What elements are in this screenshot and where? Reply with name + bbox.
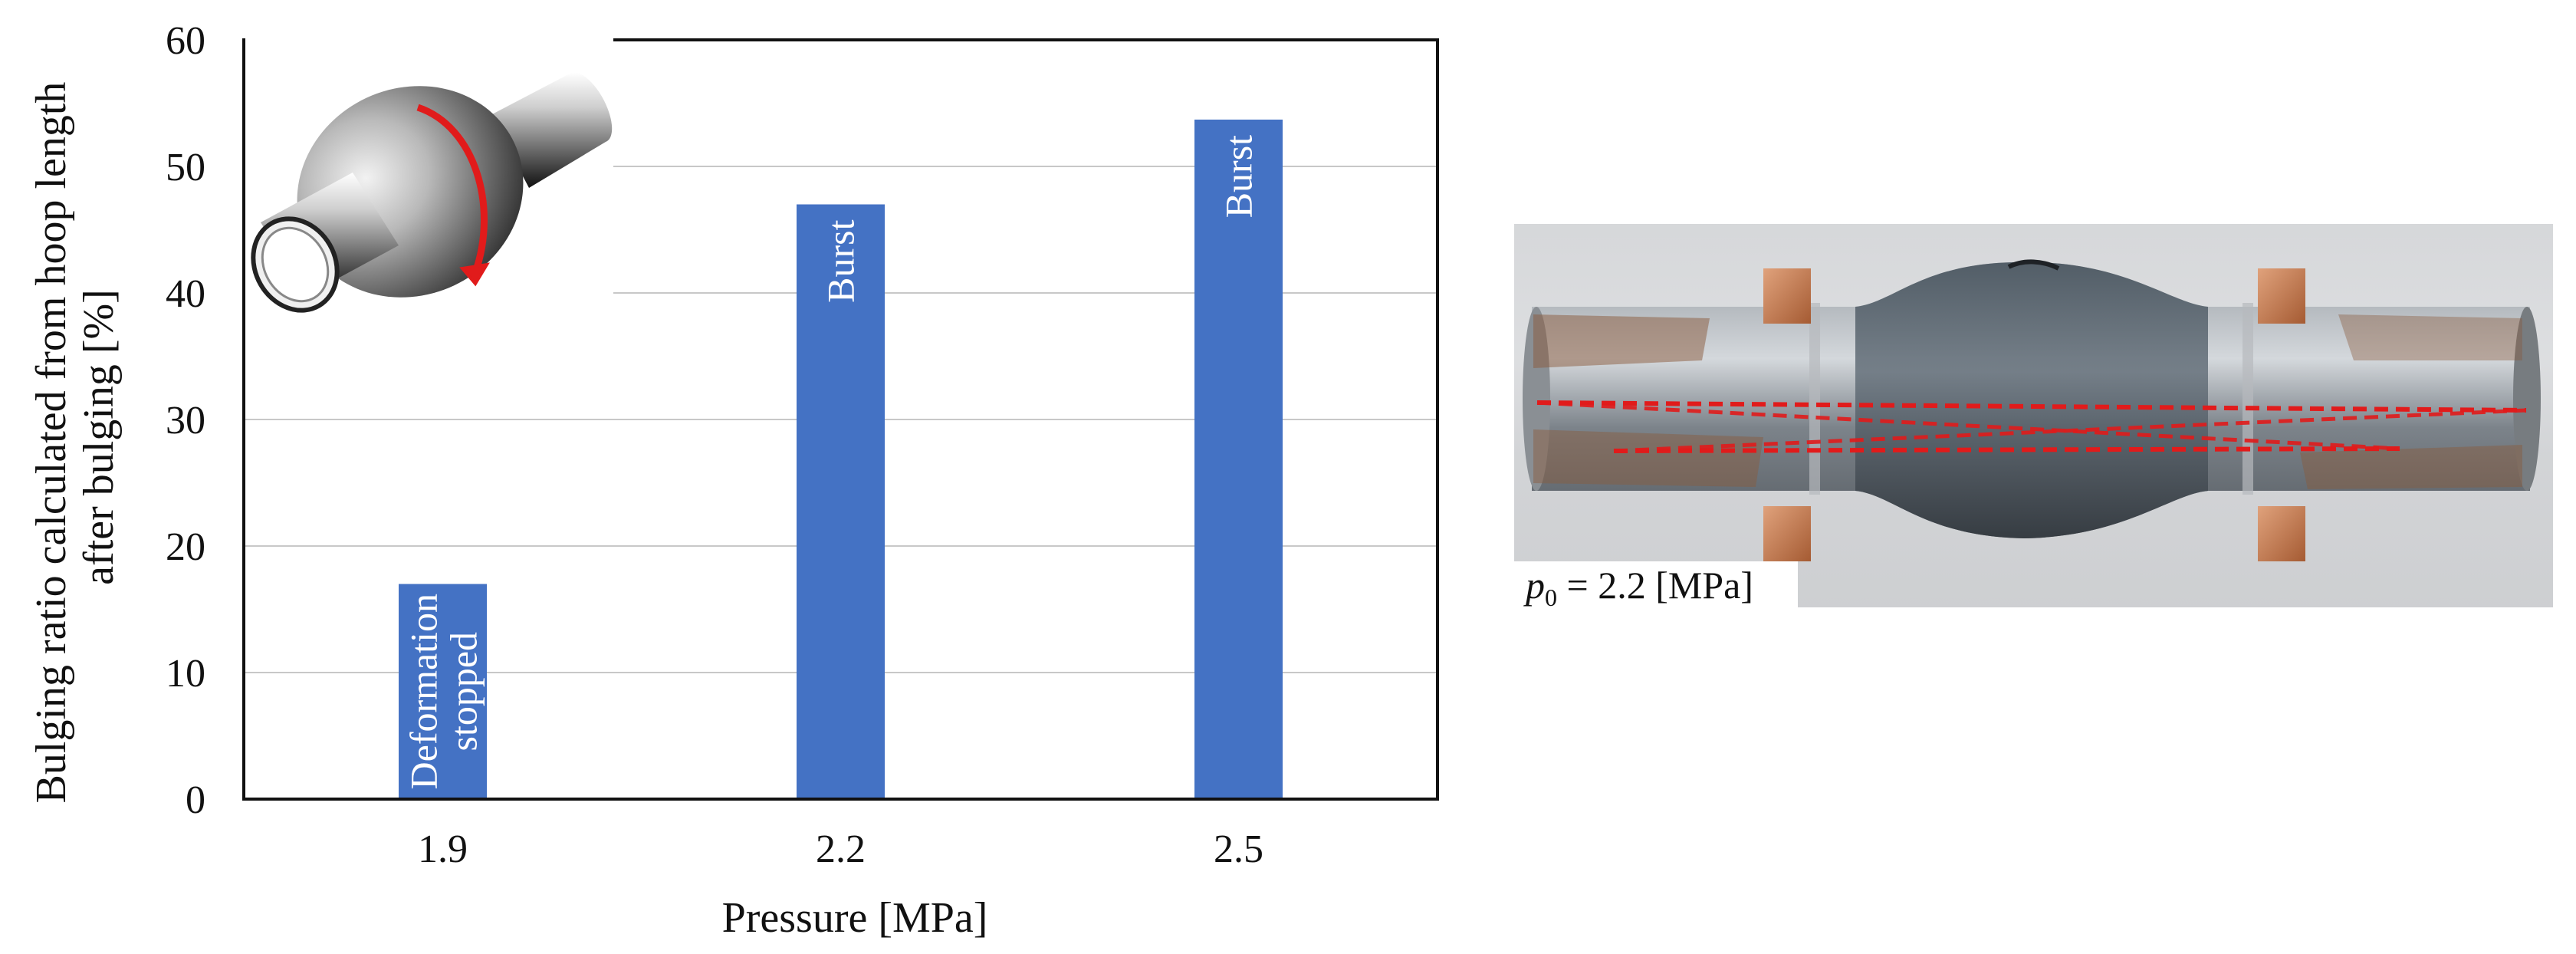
- bar-labels: Deformationstopped Burst Burst: [402, 135, 1260, 790]
- y-axis-title-line-1: Bulging ratio calculated from hoop lengt…: [28, 82, 75, 804]
- y-tick-label: 10: [166, 652, 205, 696]
- hoop-arrow: [416, 104, 488, 274]
- y-tick-label: 0: [186, 778, 205, 822]
- caption-variable: p: [1523, 564, 1545, 607]
- bar-label-line: stopped: [442, 632, 485, 752]
- bar: [399, 584, 487, 799]
- dashed-line-2: [1613, 446, 2400, 453]
- bars: [399, 119, 1283, 799]
- bar-label-text: Burst: [1217, 135, 1260, 218]
- bar: [1194, 119, 1283, 799]
- dashed-line-1: [1536, 400, 2527, 413]
- bar-label-line: Burst: [1217, 135, 1260, 218]
- caption-subscript: 0: [1545, 584, 1557, 611]
- bar-label: Burst: [820, 219, 863, 302]
- dashed-line-4: [1613, 408, 2527, 453]
- y-tick-label: 50: [166, 146, 205, 189]
- plot-area-frame: [242, 38, 1439, 801]
- bar-label-text: Burst: [820, 219, 863, 302]
- y-axis-title-line-2: after bulging [%]: [75, 289, 123, 585]
- x-axis-ticks: 1.9 2.2 2.5: [418, 827, 1263, 871]
- bar-chart: 0 10 20 30 40 50 60 1.9 2.2 2.5 Deformationstopp…: [28, 19, 1439, 942]
- bulged-tube-illustration: [245, 23, 613, 313]
- dashed-line-3: [1536, 400, 2400, 451]
- bar-label-line: Burst: [820, 219, 863, 302]
- bar-label: Deformationstopped: [402, 594, 485, 789]
- y-axis-ticks: 0 10 20 30 40 50 60: [166, 19, 205, 822]
- y-tick-label: 60: [166, 19, 205, 63]
- bar-label-text: Deformationstopped: [402, 594, 485, 789]
- bar-label-line: Deformation: [402, 594, 445, 789]
- x-tick-label: 1.9: [418, 827, 468, 871]
- bar: [797, 204, 885, 799]
- bulged-pipe-photo: p0 = 2.2 [MPa]: [1514, 224, 2553, 611]
- x-tick-label: 2.2: [816, 827, 866, 871]
- caption-value: = 2.2 [MPa]: [1557, 564, 1753, 607]
- x-tick-label: 2.5: [1214, 827, 1263, 871]
- x-axis-title: Pressure [MPa]: [722, 894, 988, 942]
- y-tick-label: 30: [166, 399, 205, 442]
- photo-caption: p0 = 2.2 [MPa]: [1523, 564, 1753, 611]
- y-tick-label: 20: [166, 525, 205, 569]
- y-tick-label: 40: [166, 272, 205, 316]
- y-axis-title: Bulging ratio calculated from hoop lengt…: [28, 71, 123, 804]
- bar-label: Burst: [1217, 135, 1260, 218]
